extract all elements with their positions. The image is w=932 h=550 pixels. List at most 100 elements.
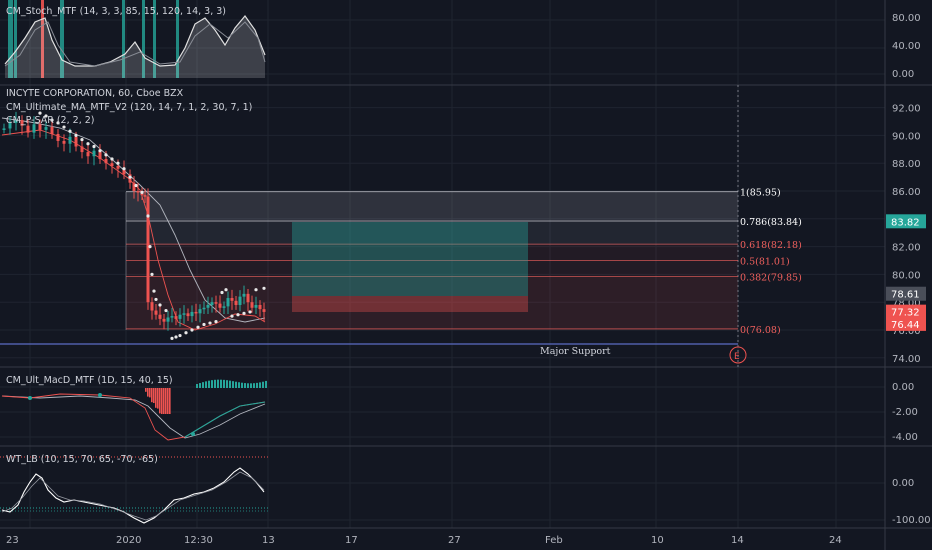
sar-dot [62, 125, 66, 129]
earnings-marker-label: E [734, 352, 740, 362]
stoch-bar [8, 0, 13, 78]
price-badge [886, 316, 926, 331]
macd-bar-up [244, 383, 246, 388]
sar-dot [146, 214, 150, 218]
stoch-bar [153, 0, 156, 78]
macd-bar-up [253, 383, 255, 388]
fib-zone [126, 192, 738, 222]
price-tick: 90.00 [892, 131, 921, 142]
price-badge-text: 78.61 [891, 290, 920, 301]
wt-tick: -100.00 [892, 515, 931, 526]
candle-body [62, 140, 66, 144]
sar-dot [44, 114, 48, 118]
candle-body [14, 120, 18, 123]
position-stop-zone[interactable] [292, 296, 528, 312]
candle-body [246, 293, 250, 303]
fib-zone [126, 222, 738, 245]
stoch-tick: 40.00 [892, 41, 921, 52]
time-axis[interactable]: 23 2020 12:30 13 17 27 Feb 10 14 24 [6, 535, 842, 546]
candle-body [136, 191, 140, 193]
candle-body [166, 317, 170, 322]
candle-body [206, 304, 210, 308]
fib-label: 1(85.95) [740, 188, 781, 199]
candle-body [214, 302, 218, 304]
stoch-bar [60, 0, 64, 78]
price-tick: 92.00 [892, 104, 921, 115]
candle-body [8, 122, 12, 129]
sar-dot [92, 144, 96, 149]
time-tick: 23 [6, 535, 19, 546]
macd-bar-up [214, 379, 216, 388]
sar-dot [134, 183, 138, 188]
candle-body [194, 311, 198, 314]
macd-bar-up [229, 380, 231, 388]
stoch-title: CM_Stoch_MTF (14, 3, 3, 85, 15, 120, 14,… [6, 6, 226, 17]
ma-slow-line [1, 117, 266, 323]
fib-zone [126, 245, 738, 277]
sar-dot [214, 320, 218, 324]
macd-bar-up [211, 380, 213, 388]
macd-bar-down [147, 388, 149, 397]
sar-dot [86, 142, 90, 146]
macd-bar-up [217, 379, 219, 388]
candle-body [92, 150, 96, 157]
sar-dot [220, 290, 224, 295]
macd-bar-up [220, 379, 222, 388]
stoch-bar [41, 0, 44, 78]
macd-bar-up [196, 384, 198, 388]
ma-fast-line [1, 129, 266, 331]
position-target-zone[interactable] [292, 222, 528, 296]
sar-dot [184, 331, 188, 335]
wt-title: WT_LB (10, 15, 70, 65, -70, -65) [6, 454, 158, 465]
price-badge-text: 83.82 [891, 217, 920, 228]
candle-body [218, 303, 222, 308]
candle-body [150, 302, 154, 311]
sar-dot [74, 133, 78, 137]
candle-body [143, 195, 147, 197]
macd-bar-up [223, 379, 225, 388]
candle-body [230, 298, 234, 301]
time-tick: 13 [262, 535, 275, 546]
candle-body [26, 125, 30, 133]
macd-tick: -4.00 [892, 432, 918, 443]
macd-tick: 0.00 [892, 382, 914, 393]
ma-study-title[interactable]: CM_Ultimate_MA_MTF_V2 (120, 14, 7, 1, 2,… [6, 102, 252, 113]
candle-body [226, 298, 230, 307]
candle-body [44, 127, 48, 130]
candle-body [170, 316, 174, 318]
sar-dot [178, 333, 182, 338]
time-tick: 2020 [116, 535, 141, 546]
sar-dot [242, 311, 246, 315]
macd-bar-up [241, 382, 243, 388]
macd-bar-up [199, 383, 201, 388]
stoch-bar [142, 0, 145, 78]
macd-bar-down [151, 388, 153, 403]
candle-body [182, 313, 186, 315]
macd-bar-up [202, 382, 204, 388]
earnings-marker[interactable] [729, 346, 747, 364]
sar-study-title[interactable]: CM_P-SAR (2, 2, 2) [6, 115, 94, 126]
candle-body [146, 196, 150, 303]
sar-dot [68, 129, 72, 133]
time-tick: 17 [345, 535, 358, 546]
main-price-pane[interactable]: 1(85.95) 0.786(83.84) 0.618(82.18) 0.5(81.0… [0, 85, 926, 367]
macd-signal-line [1, 395, 266, 439]
candle-body [178, 314, 182, 319]
time-tick: 27 [448, 535, 461, 546]
price-tick: 78.00 [892, 298, 921, 309]
stoch-bar [176, 0, 179, 78]
sar-dot [164, 308, 168, 313]
symbol-title[interactable]: INCYTE CORPORATION, 60, Cboe BZX [6, 88, 184, 99]
sar-dot [104, 153, 108, 157]
candle-body [174, 316, 178, 319]
stoch-d-line [4, 21, 266, 67]
sar-dot [230, 314, 234, 318]
macd-bar-down [161, 388, 163, 414]
candle-body [258, 304, 262, 310]
sar-dot [116, 161, 120, 165]
candle-body [110, 163, 114, 166]
sar-dot [174, 335, 178, 339]
macd-bar-up [226, 380, 228, 388]
